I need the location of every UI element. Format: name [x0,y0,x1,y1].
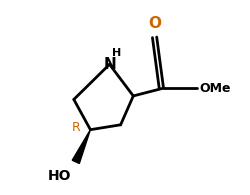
Polygon shape [72,130,90,163]
Text: H: H [111,48,120,58]
Text: N: N [103,57,116,72]
Text: HO: HO [47,169,71,183]
Text: OMe: OMe [198,82,230,95]
Text: R: R [71,121,80,134]
Text: O: O [148,16,160,31]
